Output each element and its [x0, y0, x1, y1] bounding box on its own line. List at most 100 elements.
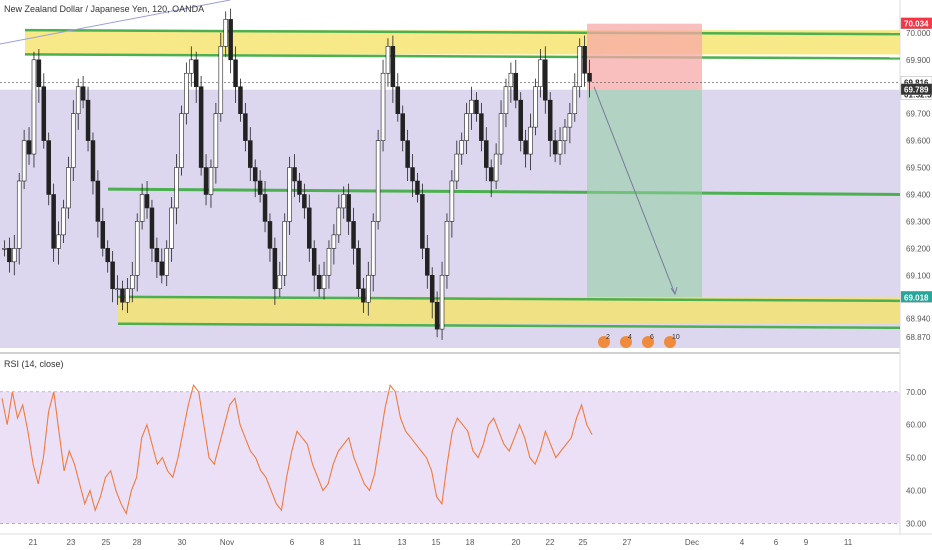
candle[interactable]	[110, 261, 115, 290]
candle[interactable]	[557, 140, 563, 155]
candle[interactable]	[370, 221, 376, 276]
event-badge[interactable]	[664, 336, 676, 348]
candle[interactable]	[326, 248, 332, 276]
candle[interactable]	[547, 99, 553, 141]
position-profit-area[interactable]	[587, 89, 702, 298]
candle[interactable]	[523, 140, 528, 155]
candle[interactable]	[292, 167, 297, 182]
candle[interactable]	[582, 46, 587, 74]
candle[interactable]	[130, 274, 135, 290]
candle[interactable]	[331, 234, 337, 249]
support-zone-bottom-line[interactable]	[117, 322, 901, 330]
candle[interactable]	[351, 221, 356, 249]
candle[interactable]	[267, 221, 273, 249]
candle[interactable]	[439, 274, 445, 330]
candle[interactable]	[385, 46, 391, 74]
candle[interactable]	[311, 248, 317, 276]
candle[interactable]	[484, 140, 489, 168]
candle[interactable]	[518, 99, 523, 141]
candle[interactable]	[85, 99, 91, 141]
candle[interactable]	[257, 180, 263, 195]
candle[interactable]	[410, 167, 415, 182]
candle[interactable]	[144, 194, 150, 209]
candle[interactable]	[395, 86, 401, 114]
candle[interactable]	[233, 59, 238, 88]
candle[interactable]	[243, 113, 248, 141]
candle[interactable]	[375, 140, 381, 222]
diagonal-trend-line[interactable]	[0, 0, 231, 45]
candle[interactable]	[346, 194, 351, 222]
candle[interactable]	[134, 221, 140, 276]
candle[interactable]	[552, 140, 558, 155]
candle[interactable]	[508, 72, 514, 88]
candle[interactable]	[208, 167, 214, 195]
candle[interactable]	[26, 140, 32, 155]
candle[interactable]	[159, 261, 165, 276]
middle-line[interactable]	[107, 187, 901, 196]
candle[interactable]	[262, 194, 268, 222]
candle[interactable]	[125, 288, 130, 303]
candle[interactable]	[302, 194, 307, 209]
candle[interactable]	[213, 113, 219, 168]
candle[interactable]	[341, 194, 346, 209]
support-zone-top-line[interactable]	[117, 295, 901, 303]
candle[interactable]	[238, 86, 243, 114]
candle[interactable]	[248, 140, 253, 168]
candle[interactable]	[174, 167, 179, 209]
candle[interactable]	[223, 19, 228, 47]
candle[interactable]	[252, 167, 258, 182]
candle[interactable]	[115, 288, 120, 291]
candle[interactable]	[366, 274, 371, 303]
event-badge[interactable]	[620, 336, 632, 348]
candle[interactable]	[479, 113, 484, 141]
candle[interactable]	[429, 274, 435, 303]
candle[interactable]	[361, 288, 366, 303]
candle[interactable]	[154, 248, 160, 263]
candle[interactable]	[503, 86, 509, 114]
resistance-zone-top-line[interactable]	[24, 28, 901, 36]
candle[interactable]	[498, 113, 504, 155]
candle[interactable]	[321, 274, 327, 290]
candle[interactable]	[567, 113, 573, 128]
event-badge[interactable]	[598, 336, 610, 348]
candle[interactable]	[287, 167, 292, 222]
candle[interactable]	[380, 72, 386, 141]
resistance-zone-bottom-line[interactable]	[24, 53, 901, 60]
candle[interactable]	[139, 194, 145, 222]
candle[interactable]	[2, 248, 7, 250]
candle[interactable]	[56, 234, 61, 249]
candle[interactable]	[459, 140, 464, 155]
candle[interactable]	[120, 288, 125, 303]
candle[interactable]	[464, 113, 469, 141]
candle[interactable]	[184, 72, 189, 114]
candle[interactable]	[189, 59, 194, 74]
candle[interactable]	[356, 248, 361, 290]
candle[interactable]	[193, 59, 199, 88]
candle[interactable]	[444, 221, 450, 276]
candle[interactable]	[587, 72, 592, 82]
candle[interactable]	[90, 140, 96, 182]
candle[interactable]	[218, 46, 224, 114]
candle[interactable]	[316, 274, 322, 290]
candle[interactable]	[434, 301, 440, 330]
candle[interactable]	[198, 86, 204, 168]
candle[interactable]	[203, 167, 209, 195]
candle[interactable]	[36, 59, 42, 88]
candle[interactable]	[272, 248, 278, 290]
candle[interactable]	[528, 126, 533, 155]
event-badge[interactable]	[642, 336, 654, 348]
candle[interactable]	[277, 274, 283, 290]
candle[interactable]	[46, 140, 51, 195]
rsi-line[interactable]	[1, 383, 593, 516]
candle[interactable]	[75, 86, 81, 114]
candle[interactable]	[307, 207, 312, 249]
candle[interactable]	[533, 86, 538, 128]
candle[interactable]	[469, 99, 474, 114]
candle[interactable]	[105, 248, 110, 263]
candle[interactable]	[474, 99, 479, 114]
candle[interactable]	[449, 180, 455, 222]
candle[interactable]	[21, 140, 27, 182]
candle[interactable]	[488, 167, 494, 182]
candle[interactable]	[543, 59, 548, 101]
